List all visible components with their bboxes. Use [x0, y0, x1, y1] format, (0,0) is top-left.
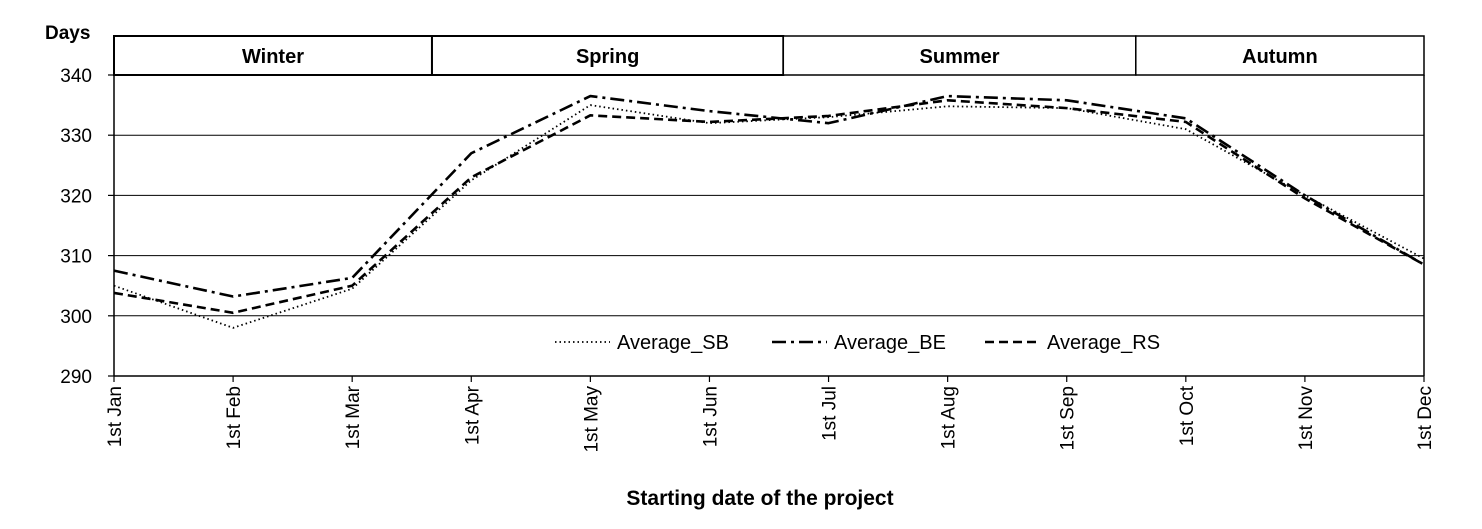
- legend-label: Average_SB: [617, 332, 729, 354]
- series-line: [113, 98, 1425, 315]
- x-tick-label: 1st Oct: [1177, 385, 1198, 446]
- season-label: Summer: [920, 46, 1000, 68]
- axes: 290 300 310 320 330 340 1st Jan 1st Feb 1st Mar 1…: [60, 66, 1436, 453]
- x-tick-label: 1st Mar: [343, 385, 364, 449]
- legend: Average_SB Average_BE Average_RS: [555, 332, 1160, 354]
- y-tick-label: 300: [60, 307, 92, 328]
- season-label: Autumn: [1242, 46, 1318, 68]
- x-tick-label: 1st Jan: [105, 386, 126, 447]
- x-tick-label: 1st Sep: [1058, 386, 1079, 450]
- series-line: [113, 94, 1425, 298]
- y-tick-label: 320: [60, 186, 92, 207]
- season-band: Winter Spring Summer Autumn: [113, 35, 1425, 76]
- x-tick-label: 1st Nov: [1296, 386, 1317, 451]
- y-tick-label: 330: [60, 126, 92, 147]
- y-axis-label: Days: [45, 23, 90, 44]
- gridlines: [114, 74, 1424, 317]
- series-layer: [113, 94, 1425, 329]
- x-axis-label: Starting date of the project: [626, 487, 893, 510]
- season-cell: [782, 35, 1137, 76]
- y-tick-label: 310: [60, 247, 92, 268]
- x-tick-label: 1st Dec: [1415, 386, 1436, 450]
- x-tick-label: 1st May: [581, 386, 602, 453]
- y-tick-label: 340: [60, 66, 92, 87]
- x-tick-label: 1st Apr: [462, 385, 483, 445]
- x-tick-label: 1st Aug: [939, 386, 960, 449]
- x-tick-label: 1st Feb: [224, 386, 245, 449]
- legend-label: Average_BE: [834, 332, 946, 354]
- legend-label: Average_RS: [1047, 332, 1160, 354]
- x-tick-label: 1st Jul: [820, 386, 841, 441]
- season-label: Spring: [576, 46, 639, 68]
- season-label: Winter: [242, 46, 304, 68]
- x-tick-label: 1st Jun: [700, 386, 721, 447]
- y-tick-label: 290: [60, 367, 92, 388]
- season-cell: [1135, 35, 1425, 76]
